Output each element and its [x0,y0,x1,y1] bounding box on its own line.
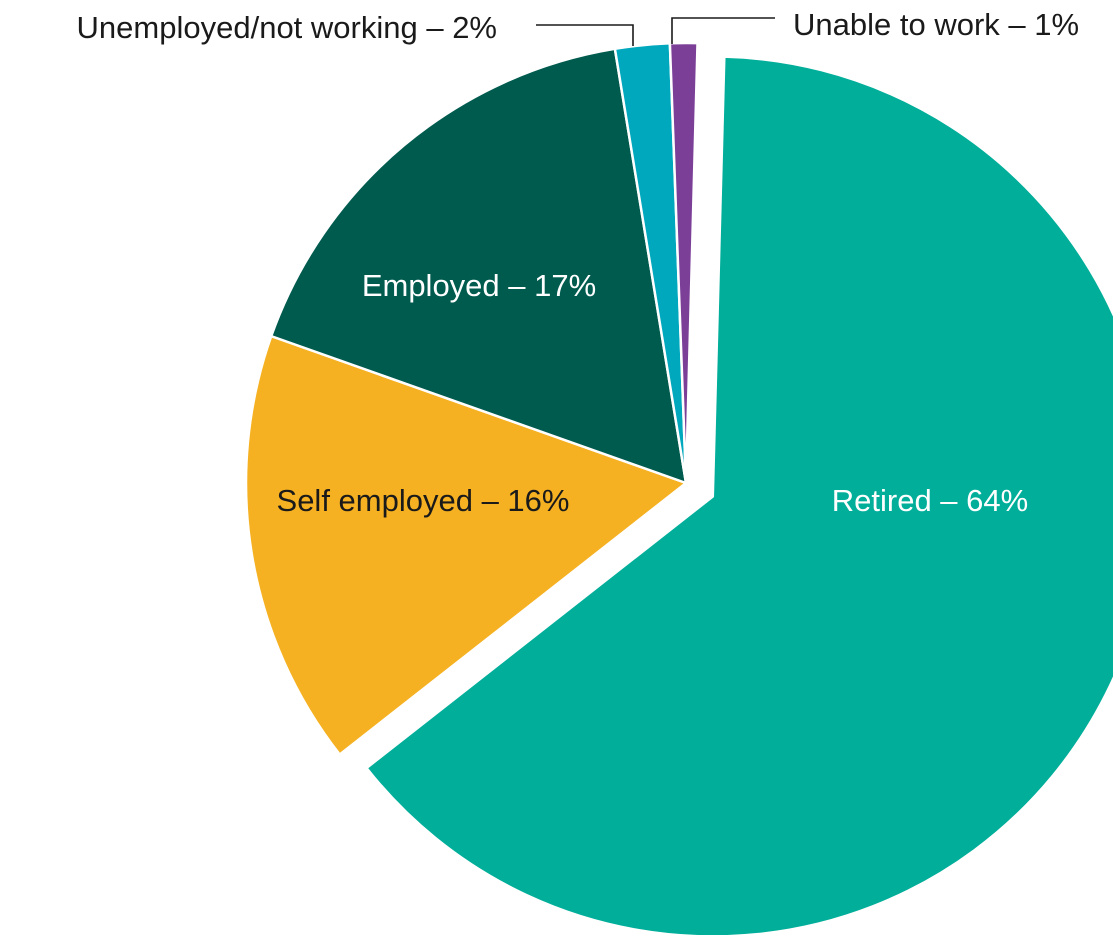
slice-label-4: Unable to work – 1% [793,7,1079,42]
pie-slices [244,41,1113,935]
slice-label-3: Unemployed/not working – 2% [77,10,497,45]
leader-line-3 [536,24,634,46]
leader-line-4 [671,17,775,44]
slice-label-0: Retired – 64% [832,483,1028,518]
pie-slice-4 [668,41,699,485]
leader-lines [536,17,775,46]
slice-label-1: Self employed – 16% [277,483,570,518]
pie-slice-0 [365,55,1113,935]
pie-slice-2 [269,47,688,485]
pie-slice-1 [244,334,688,756]
slice-label-2: Employed – 17% [362,268,596,303]
slice-labels: Retired – 64% Self employed – 16% Employed… [77,7,1080,518]
